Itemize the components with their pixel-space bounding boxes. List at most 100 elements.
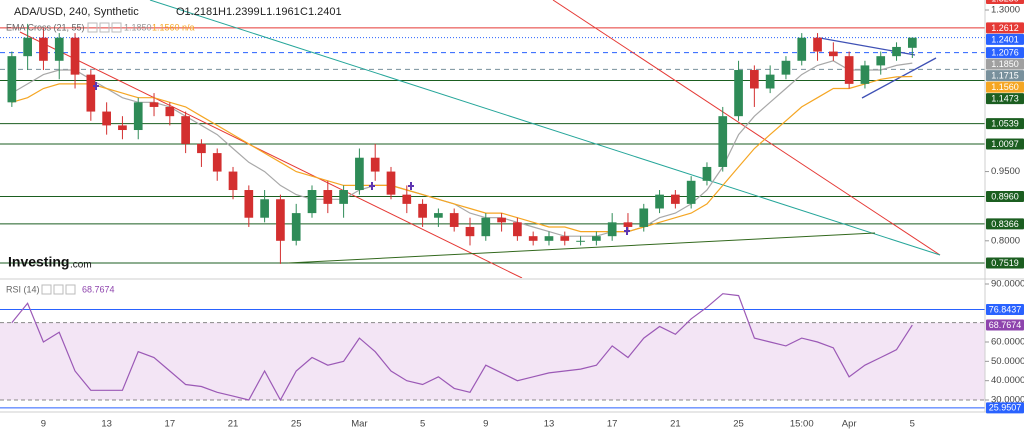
price-badge-label: 1.3250 xyxy=(991,0,1019,3)
candle-body xyxy=(576,240,585,242)
icon xyxy=(41,284,52,295)
candle-body xyxy=(560,236,570,241)
candle-body xyxy=(797,37,807,61)
y-tick-label: 40.0000 xyxy=(991,375,1024,386)
candle-body xyxy=(197,143,206,154)
cross-marker xyxy=(624,227,630,235)
candle-body xyxy=(702,166,712,181)
candle-body xyxy=(39,37,48,61)
price-badge xyxy=(986,190,1024,202)
price-badge xyxy=(986,93,1024,105)
candle-body xyxy=(828,51,838,57)
candle-body xyxy=(323,190,333,204)
candle-body xyxy=(449,213,459,227)
rsi-line xyxy=(11,293,913,402)
indicator-readout: n/a xyxy=(182,22,195,32)
x-tick-label: 17 xyxy=(165,419,176,430)
indicator-readout: 1.1850 xyxy=(124,22,152,32)
price-badge-label: 76.8437 xyxy=(989,304,1022,314)
candle-body xyxy=(70,37,80,75)
candle-body xyxy=(54,37,64,61)
candle-body xyxy=(513,222,522,237)
candle-body xyxy=(418,203,427,218)
price-badge xyxy=(986,138,1024,150)
ohlc-low: L1.1961 xyxy=(260,6,300,18)
price-badge xyxy=(986,118,1024,130)
candle-body xyxy=(86,74,96,112)
logo: Investing xyxy=(8,254,69,270)
ohlc-open: O1.2181 xyxy=(176,6,218,18)
cross-marker xyxy=(408,182,414,190)
candle-body xyxy=(718,116,728,167)
candle-body xyxy=(481,217,491,237)
candle-body xyxy=(750,70,759,89)
candle-body xyxy=(165,106,175,117)
y-tick-label: 60.0000 xyxy=(991,337,1024,348)
x-tick-label: 5 xyxy=(420,419,425,430)
triangle-line xyxy=(861,57,937,99)
candle-body xyxy=(402,194,412,204)
x-tick-label: 13 xyxy=(544,419,555,430)
price-badge xyxy=(986,0,1024,4)
icon xyxy=(65,284,76,295)
x-tick-label: 21 xyxy=(670,419,681,430)
trend-line xyxy=(287,232,876,264)
price-badge-label: 0.7519 xyxy=(991,258,1019,268)
trend-line xyxy=(552,0,941,256)
candle-body xyxy=(370,157,380,172)
indicator-readout: 1.1560 xyxy=(152,22,180,32)
candle-body xyxy=(907,37,917,48)
candle-body xyxy=(102,111,111,126)
price-badge-label: 1.2401 xyxy=(991,34,1019,44)
candle-body xyxy=(876,56,886,66)
candle-body xyxy=(465,226,475,237)
price-badge-label: 68.7674 xyxy=(989,320,1022,330)
price-badge xyxy=(986,218,1024,230)
markers xyxy=(93,82,630,235)
candle-body xyxy=(23,37,32,57)
candles xyxy=(7,23,917,264)
price-badge-label: 1.2612 xyxy=(991,23,1019,33)
candle-body xyxy=(860,65,870,84)
price-badge xyxy=(986,33,1024,45)
price-badge-label: 25.9507 xyxy=(989,403,1022,413)
symbol-title: ADA/USD, 240, Synthetic xyxy=(14,6,139,18)
candle-body xyxy=(339,190,348,204)
candle-body xyxy=(813,37,822,52)
price-badge xyxy=(986,257,1024,269)
y-tick-label: 90.0000 xyxy=(991,279,1024,290)
candle-body xyxy=(607,222,617,237)
x-tick-label: 15:00 xyxy=(790,419,814,430)
candle-body xyxy=(844,56,854,84)
ema-line xyxy=(11,75,913,233)
x-tick-label: 21 xyxy=(228,419,239,430)
rsi-pane xyxy=(0,293,985,409)
candle-body xyxy=(892,46,901,57)
price-badge-label: 0.8366 xyxy=(991,219,1019,229)
price-badge-label: 1.2076 xyxy=(991,48,1019,58)
candle-body xyxy=(7,56,17,103)
candle-body xyxy=(228,171,238,191)
price-badge-label: 0.8960 xyxy=(991,191,1019,201)
candle-body xyxy=(734,70,743,117)
candle-body xyxy=(655,194,664,209)
candle-body xyxy=(307,190,317,214)
price-badge-label: 1.0539 xyxy=(991,118,1019,128)
price-badge xyxy=(986,319,1024,331)
price-badge-label: 1.1473 xyxy=(991,94,1019,104)
price-badge xyxy=(986,402,1024,414)
candle-body xyxy=(291,213,301,241)
price-badge xyxy=(986,47,1024,59)
x-tick-label: 13 xyxy=(101,419,112,430)
price-badge-label: 1.1715 xyxy=(991,71,1019,81)
icon xyxy=(87,22,98,33)
x-tick-label: 9 xyxy=(483,419,488,430)
rsi-title: RSI (14) xyxy=(6,284,40,294)
price-badge xyxy=(986,22,1024,34)
ohlc-close: C1.2401 xyxy=(300,6,342,18)
logo-suffix: .com xyxy=(70,260,92,271)
candle-body xyxy=(260,199,269,218)
price-badge-label: 1.0097 xyxy=(991,139,1019,149)
candle-body xyxy=(386,171,396,195)
